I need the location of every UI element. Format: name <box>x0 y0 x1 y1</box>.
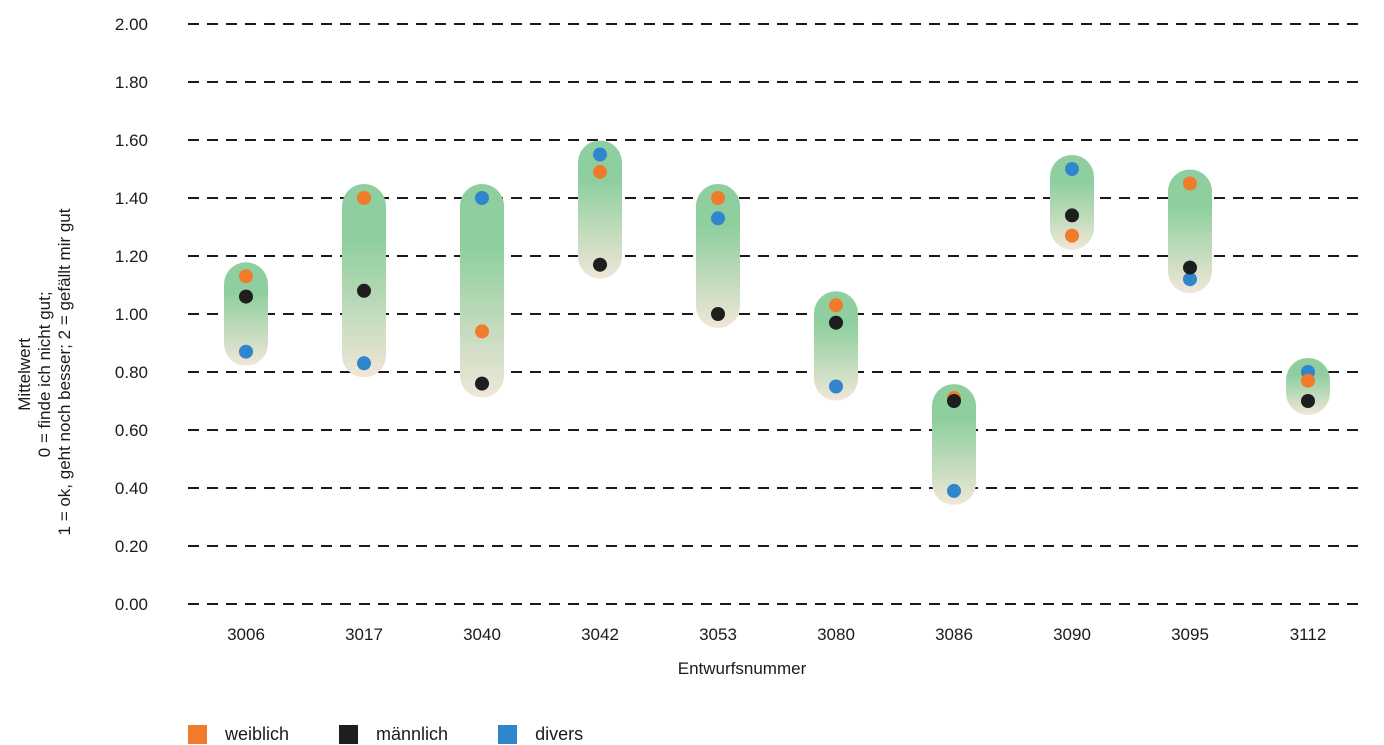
y-tick-label: 1.40 <box>115 189 148 208</box>
y-tick-label: 0.80 <box>115 363 148 382</box>
range-band-3080 <box>814 291 858 401</box>
legend-label: männlich <box>376 724 449 744</box>
y-tick-label: 0.40 <box>115 479 148 498</box>
point-divers-3053 <box>711 211 725 226</box>
y-tick-label: 0.00 <box>115 595 148 614</box>
point-weiblich-3095 <box>1183 176 1197 191</box>
point-männlich-3090 <box>1065 208 1079 223</box>
range-band-3090 <box>1050 155 1094 250</box>
x-tick-label: 3006 <box>227 625 265 644</box>
point-männlich-3053 <box>711 307 725 321</box>
legend-swatch-weiblich <box>188 725 207 744</box>
x-tick-label: 3095 <box>1171 625 1209 644</box>
x-tick-label: 3080 <box>817 625 855 644</box>
data-points <box>239 147 1315 498</box>
point-divers-3040 <box>475 191 489 205</box>
x-tick-label: 3086 <box>935 625 973 644</box>
point-männlich-3080 <box>829 315 843 330</box>
legend-item-weiblich: weiblich <box>188 724 289 745</box>
y-tick-label: 0.60 <box>115 421 148 440</box>
point-männlich-3095 <box>1183 260 1197 275</box>
y-tick-label: 1.00 <box>115 305 148 324</box>
x-tick-label: 3090 <box>1053 625 1091 644</box>
point-männlich-3086 <box>947 394 961 408</box>
y-tick-label: 2.00 <box>115 15 148 34</box>
legend-swatch-divers <box>498 725 518 744</box>
point-weiblich-3042 <box>593 164 607 179</box>
point-divers-3042 <box>593 147 607 162</box>
legend-item-maennlich: männlich <box>339 724 448 745</box>
y-tick-label: 1.80 <box>115 73 148 92</box>
y-tick-label: 1.20 <box>115 247 148 266</box>
point-divers-3086 <box>947 483 961 498</box>
range-band-3042 <box>578 140 622 279</box>
point-divers-3080 <box>829 379 843 394</box>
y-axis-ticks: 0.00 0.20 0.40 0.60 0.80 1.00 1.20 1.40 1.60 1.80… <box>115 15 148 614</box>
point-divers-3090 <box>1065 162 1079 176</box>
range-band-3017 <box>342 184 386 378</box>
legend: weiblich männlich divers <box>188 724 633 745</box>
legend-label: divers <box>535 724 584 744</box>
dot-range-chart: 0.00 0.20 0.40 0.60 0.80 1.00 1.20 1.40 1.60 1.80… <box>15 15 1366 678</box>
y-axis-title-line-1: Mittelwert <box>15 338 34 411</box>
range-band-3006 <box>224 262 268 366</box>
y-axis-title-line-2: 0 = finde ich nicht gut; <box>35 291 54 457</box>
y-axis-title: Mittelwert 0 = finde ich nicht gut; 1 = … <box>15 208 74 535</box>
range-band-3053 <box>696 184 740 328</box>
legend-label: weiblich <box>225 724 290 744</box>
legend-item-divers: divers <box>498 724 583 745</box>
point-weiblich-3017 <box>357 191 371 205</box>
x-tick-label: 3017 <box>345 625 383 644</box>
point-divers-3006 <box>239 344 253 359</box>
point-weiblich-3090 <box>1065 228 1079 243</box>
range-bands <box>224 140 1330 505</box>
point-männlich-3017 <box>357 283 371 298</box>
x-tick-label: 3040 <box>463 625 501 644</box>
range-band-3095 <box>1168 169 1212 294</box>
x-tick-label: 3112 <box>1290 625 1327 644</box>
point-männlich-3006 <box>239 289 253 304</box>
x-tick-label: 3042 <box>581 625 619 644</box>
point-divers-3017 <box>357 356 371 371</box>
y-tick-label: 1.60 <box>115 131 148 150</box>
x-axis-ticks: 3006 3017 3040 3042 3053 3080 3086 3090 3095 3112 <box>227 625 1326 644</box>
y-tick-label: 0.20 <box>115 537 148 556</box>
x-axis-title: Entwurfsnummer <box>678 659 807 678</box>
range-band-3086 <box>932 384 976 505</box>
point-männlich-3042 <box>593 257 607 272</box>
point-weiblich-3006 <box>239 269 253 284</box>
x-tick-label: 3053 <box>699 625 737 644</box>
range-band-3040 <box>460 184 504 398</box>
y-axis-title-line-3: 1 = ok, geht noch besser; 2 = gefällt mi… <box>55 208 74 535</box>
point-divers-3095 <box>1183 272 1197 287</box>
point-weiblich-3040 <box>475 324 489 339</box>
point-weiblich-3112 <box>1301 373 1315 388</box>
point-weiblich-3053 <box>711 191 725 205</box>
legend-swatch-maennlich <box>339 725 359 744</box>
point-weiblich-3080 <box>829 298 843 313</box>
point-männlich-3112 <box>1301 394 1315 408</box>
point-männlich-3040 <box>475 376 489 391</box>
